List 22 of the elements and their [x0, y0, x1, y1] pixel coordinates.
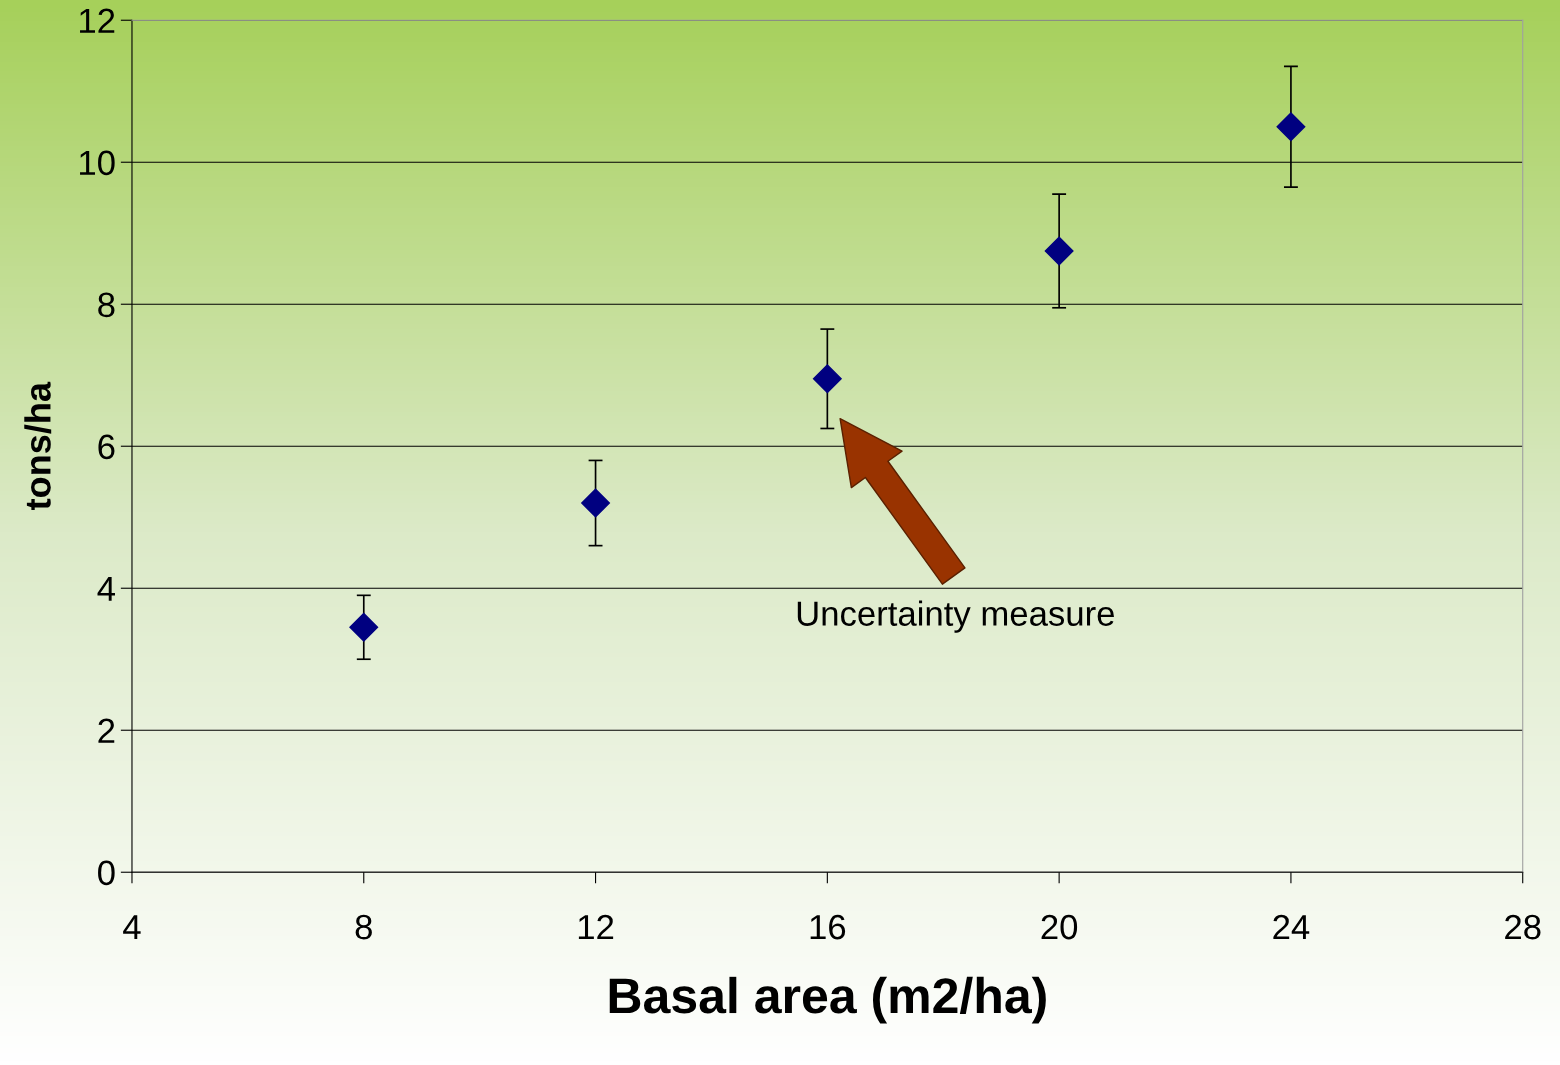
point	[812, 364, 842, 394]
x-tick-label: 20	[1041, 914, 1078, 940]
y-tick-label: 12	[80, 8, 115, 33]
annotation: Uncertainty measure	[797, 600, 1114, 633]
y-tick-label: 6	[98, 434, 115, 460]
y-tick-label: 8	[98, 292, 115, 318]
point	[1044, 236, 1074, 266]
x-tick-label: 16	[810, 914, 846, 940]
point	[581, 488, 610, 518]
y-tick-label: 10	[80, 150, 115, 176]
y-axis-title: tons/ha	[24, 381, 52, 510]
x-tick-label: 12	[578, 914, 614, 940]
x-tick-label: 8	[355, 914, 372, 940]
y-tick-label: 2	[98, 718, 115, 743]
x-tick-label: 24	[1273, 914, 1310, 940]
point	[349, 612, 379, 642]
y-tick-label: 0	[98, 860, 115, 886]
x-axis-title: Basal area (m2/ha)	[609, 976, 1046, 1024]
x-tick-label: 4	[123, 915, 141, 940]
point	[1276, 112, 1306, 142]
x-tick-label: 28	[1505, 914, 1541, 940]
y-tick-label: 4	[97, 576, 115, 601]
